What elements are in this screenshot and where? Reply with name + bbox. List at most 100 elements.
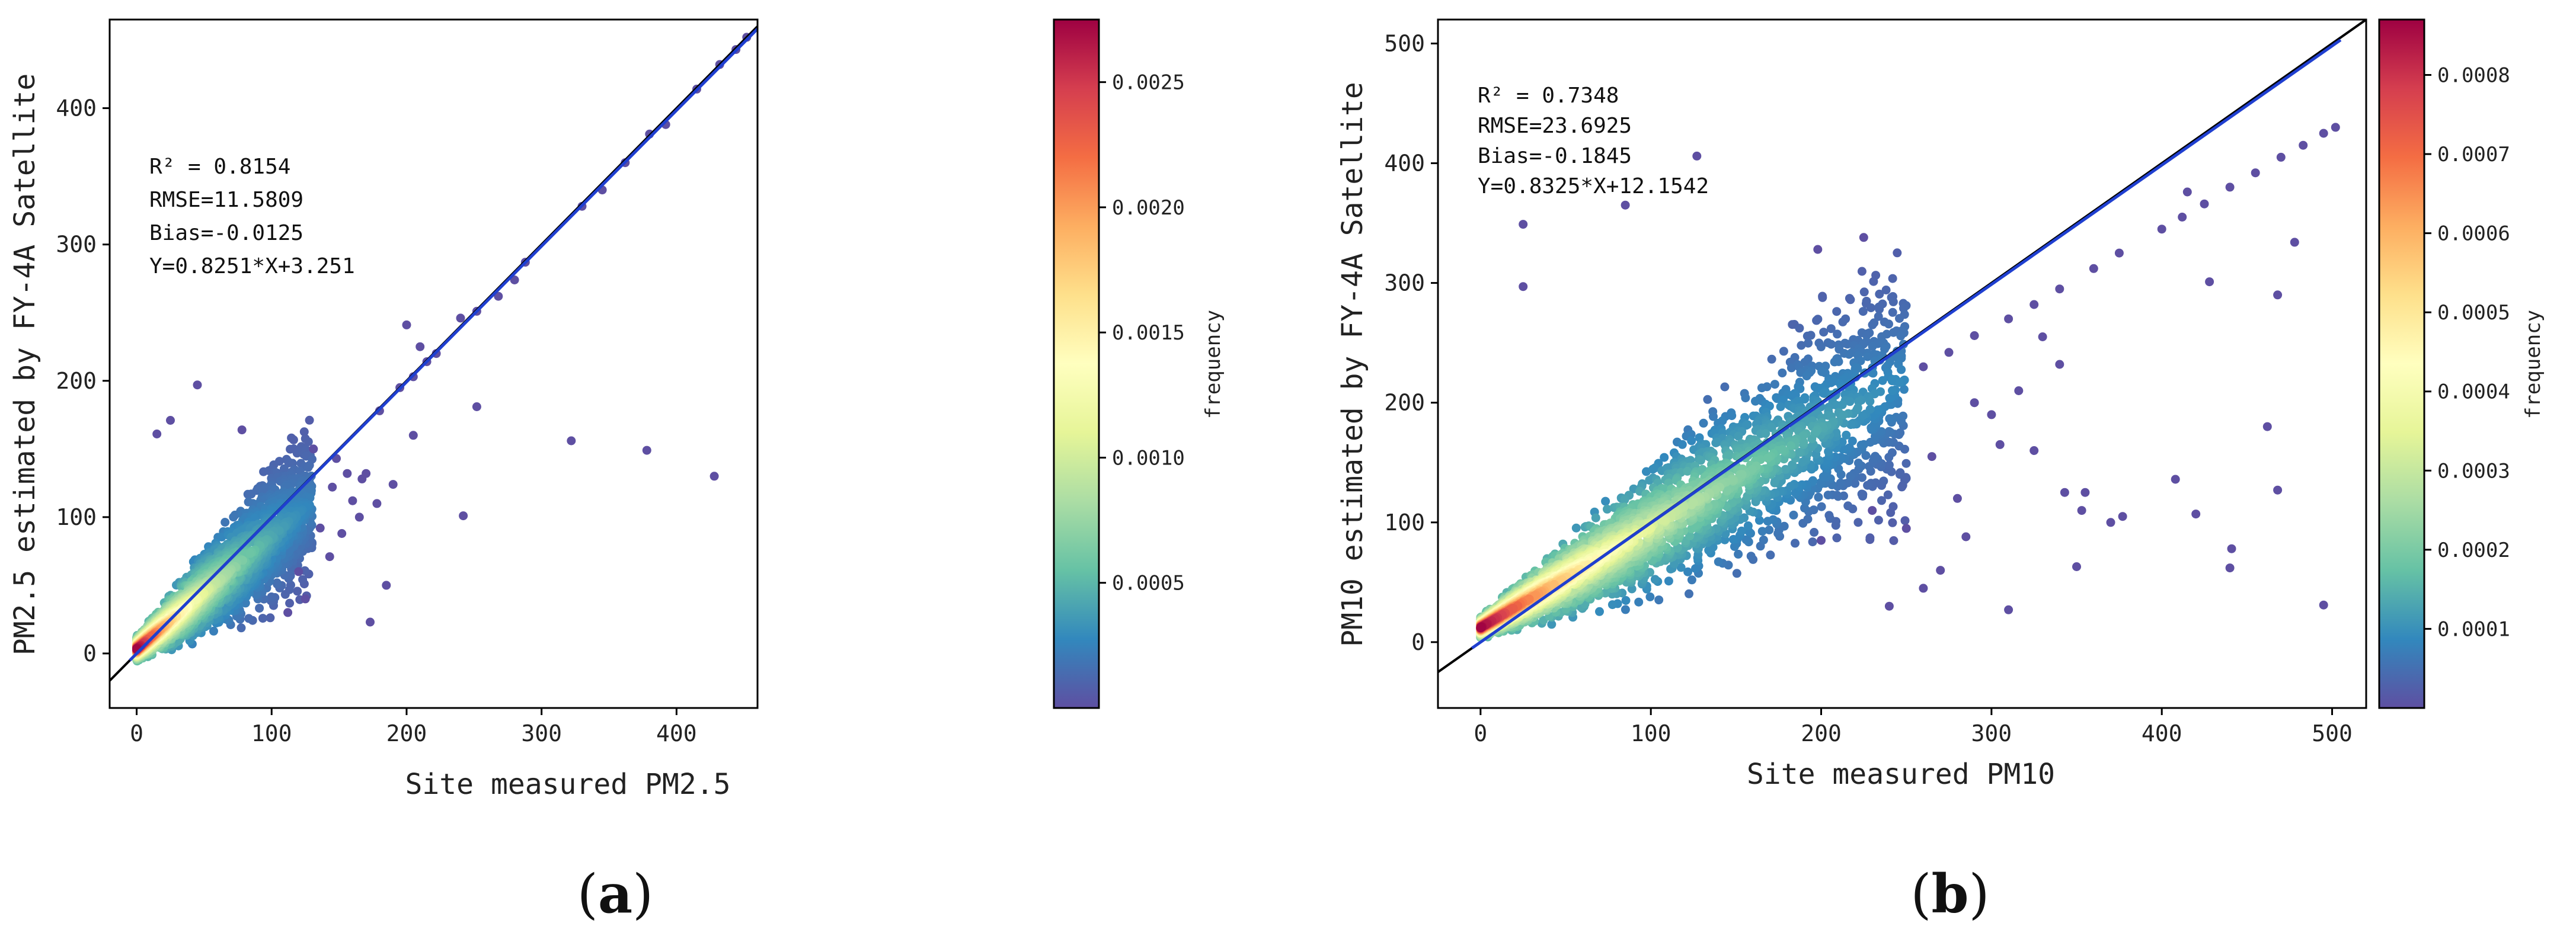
scatter-point-b-627 <box>1845 397 1855 406</box>
scatter-point-b-121 <box>1803 514 1813 524</box>
scatter-point-b-508 <box>1776 402 1785 411</box>
scatter-point-b-141 <box>1889 328 1898 337</box>
scatter-point-b-270 <box>1802 371 1811 381</box>
y-tick-label-a-3: 300 <box>56 232 97 258</box>
scatter-point-b-1235 <box>1763 453 1772 463</box>
outlier-point-a-17 <box>328 482 337 492</box>
outlier-point-a-7 <box>366 617 375 627</box>
scatter-point-a-68 <box>244 614 254 623</box>
scatter-point-a-50 <box>279 464 289 473</box>
y-axis-label-a: PM2.5 estimated by FY-4A Satellite <box>8 73 41 656</box>
bias-a: Bias=-0.0125 <box>149 221 303 245</box>
colorbar-gradient-a <box>1054 20 1099 708</box>
panel-label-a: (a) <box>577 863 654 925</box>
scatter-point-b-8 <box>1874 515 1883 525</box>
scatter-point-b-399 <box>1683 567 1693 576</box>
scatter-point-b-229 <box>1762 382 1772 392</box>
scatter-point-b-222 <box>1734 549 1743 559</box>
scatter-point-b-181 <box>1778 369 1787 377</box>
scatter-point-a-1 <box>305 415 314 425</box>
scatter-point-b-89 <box>1720 382 1730 392</box>
scatter-point-a-168 <box>220 518 230 527</box>
colorbar-tick-label-a-4: 0.0025 <box>1112 71 1185 95</box>
scatter-point-b-1085 <box>1786 441 1795 450</box>
outlier-point-a-28 <box>337 529 347 538</box>
scatter-point-a-12 <box>298 575 308 584</box>
scatter-point-b-31 <box>1875 289 1884 299</box>
scatter-points-b <box>1476 123 2340 642</box>
scatter-point-b-476 <box>1621 596 1631 605</box>
scatter-point-b-96 <box>1868 320 1877 329</box>
scatter-point-b-104 <box>1884 319 1893 329</box>
scatter-point-b-245 <box>1741 393 1750 403</box>
scatter-point-b-61 <box>1875 305 1884 314</box>
scatter-point-b-535 <box>1650 463 1660 473</box>
scatter-point-b-250 <box>1687 575 1696 585</box>
scatter-point-b-679 <box>1627 584 1637 594</box>
scatter-point-a-8 <box>293 587 302 596</box>
scatter-point-b-179 <box>1786 363 1796 373</box>
scatter-point-b-296 <box>1856 440 1866 450</box>
scatter-point-b-74 <box>1863 480 1872 490</box>
scatter-point-b-108 <box>1850 479 1860 488</box>
x-tick-label-a-4: 400 <box>656 720 697 746</box>
scatter-point-b-73 <box>1791 539 1800 548</box>
fit-line-a <box>129 27 758 662</box>
scatter-point-b-280 <box>1699 418 1708 428</box>
scatter-point-b-76 <box>1819 328 1829 337</box>
scatter-point-b-720 <box>1645 476 1654 485</box>
scatter-point-a-67 <box>255 604 264 613</box>
scatter-point-b-865 <box>1696 456 1705 465</box>
x-tick-label-a-3: 300 <box>521 720 562 746</box>
outlier-point-a-8 <box>382 581 391 590</box>
outlier-point-a-16 <box>315 523 325 533</box>
scatter-point-b-217 <box>1789 510 1798 520</box>
scatter-point-b-16 <box>1888 274 1897 283</box>
scatter-point-b-128 <box>1817 502 1826 511</box>
scatter-point-b-807 <box>1591 513 1600 523</box>
scatter-point-b-88 <box>1766 550 1775 560</box>
scatter-point-b-19 <box>1877 496 1886 505</box>
scatter-point-b-2 <box>1888 518 1897 527</box>
scatter-point-b-64 <box>1810 528 1819 537</box>
scatter-point-a-186 <box>229 512 238 522</box>
scatter-point-a-5 <box>285 598 295 608</box>
y-tick-label-a-4: 400 <box>56 95 97 121</box>
scatter-point-b-99 <box>1703 395 1712 404</box>
scatter-point-b-310 <box>1741 535 1751 544</box>
scatter-point-b-243 <box>1863 352 1872 361</box>
scatter-point-a-3 <box>299 427 309 437</box>
scatter-point-b-197 <box>1759 535 1768 544</box>
scatter-point-b-613 <box>1865 396 1875 406</box>
scatter-point-a-282 <box>209 626 218 636</box>
scatter-point-b-380 <box>1899 385 1909 394</box>
scatter-point-b-592 <box>1741 421 1751 430</box>
scatter-point-b-29 <box>1846 295 1855 305</box>
scatter-point-b-35 <box>1795 323 1804 333</box>
scatter-point-b-287 <box>1757 527 1767 536</box>
scatter-point-b-523 <box>1601 496 1610 506</box>
colorbar-frame-a <box>1053 18 1100 709</box>
scatter-point-a-7 <box>289 435 298 444</box>
scatter-point-b-79 <box>1888 307 1897 317</box>
scatter-point-b-43 <box>1901 459 1911 468</box>
scatter-point-b-435 <box>1687 436 1696 446</box>
scatter-point-b-1122 <box>1778 445 1787 454</box>
scatter-point-b-311 <box>1645 592 1655 601</box>
scatter-point-b-130 <box>1685 589 1693 598</box>
lines-a <box>110 25 758 682</box>
scatter-point-b-631 <box>1547 620 1557 629</box>
scatter-point-b-262 <box>1709 412 1718 421</box>
scatter-point-a-13 <box>303 437 313 447</box>
scatter-point-b-474 <box>1743 521 1753 530</box>
scatter-point-b-646 <box>1571 523 1581 533</box>
scatter-point-b-706 <box>1734 431 1743 441</box>
outlier-point-a-10 <box>388 480 398 489</box>
scatter-point-b-215 <box>1654 595 1664 605</box>
scatter-point-b-436 <box>1754 515 1764 525</box>
outlier-point-a-3 <box>709 472 719 481</box>
scatter-point-b-879 <box>1795 447 1804 457</box>
scatter-point-b-166 <box>1896 331 1906 341</box>
